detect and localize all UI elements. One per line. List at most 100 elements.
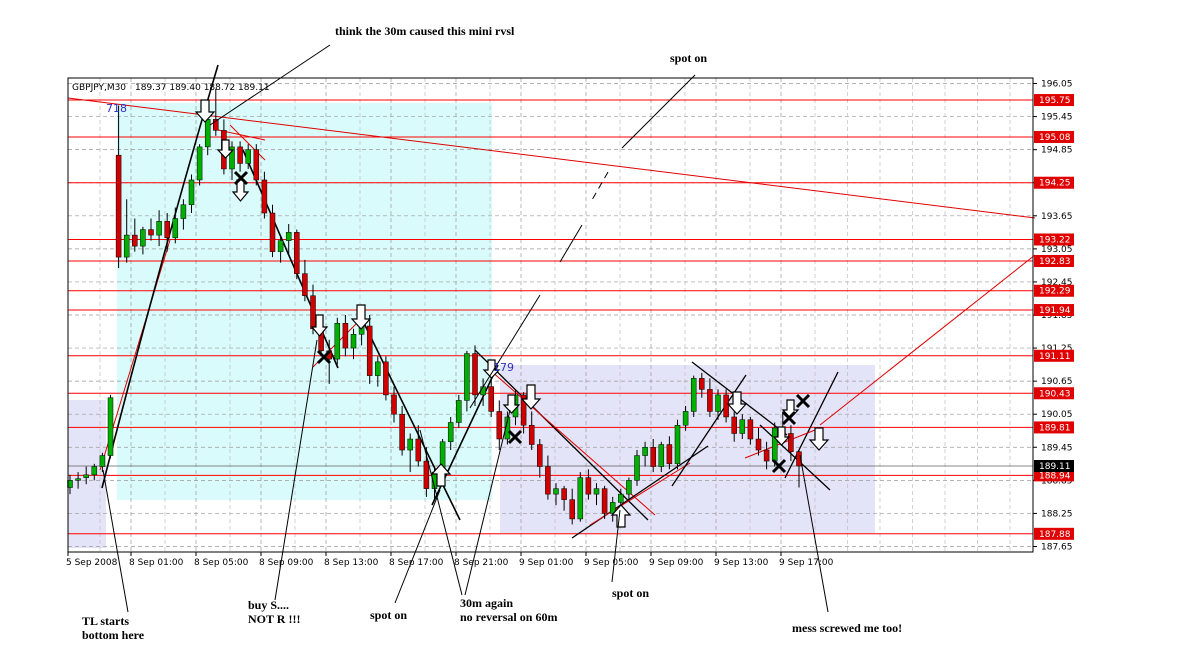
- x-tick-label: 9 Sep 13:00: [714, 558, 769, 568]
- candle-body: [213, 119, 219, 131]
- candle-body: [707, 389, 713, 412]
- price-line-label: 195.08: [1039, 133, 1071, 143]
- price-line-tag: [1034, 130, 1074, 143]
- candle-body: [204, 119, 211, 148]
- candle-body: [456, 400, 462, 423]
- candle-body: [115, 154, 122, 258]
- candle-body: [561, 488, 567, 500]
- candle-body: [788, 433, 794, 452]
- current-price-tag: [1034, 460, 1074, 473]
- candle-body: [472, 353, 478, 396]
- price-line-label: 191.94: [1039, 306, 1071, 316]
- candle-body: [245, 149, 251, 164]
- candle-body: [658, 444, 665, 467]
- x-tick-label: 8 Sep 05:00: [194, 558, 249, 568]
- price-line-tag: [1034, 304, 1074, 317]
- y-tick-label: 191.25: [1041, 344, 1073, 354]
- candle-body: [731, 416, 737, 434]
- candle-body: [569, 499, 575, 520]
- pointer-line: [394, 489, 441, 604]
- annotation-text: think the 30m caused this mini rvsl: [335, 24, 515, 38]
- x-tick-label: 9 Sep 17:00: [779, 558, 834, 568]
- candle-body: [415, 438, 422, 462]
- up-arrow-marker: [610, 504, 632, 528]
- cross-markers: [233, 170, 811, 474]
- price-line-label: 195.75: [1039, 96, 1071, 106]
- main-trendline: [67, 97, 1036, 219]
- price-line-label: 194.25: [1039, 179, 1071, 189]
- down-arrow-marker: [216, 139, 235, 159]
- down-arrow-marker: [502, 394, 521, 414]
- price-line-label: 191.11: [1039, 352, 1071, 362]
- candle-body: [642, 447, 648, 456]
- text-layer: 196.05 195.45 194.85 194.25 193.65 193.05 192.…: [66, 24, 1074, 642]
- x-tick-label: 9 Sep 05:00: [584, 558, 639, 568]
- pointer-line: [274, 339, 318, 601]
- price-line-label: 192.29: [1039, 287, 1071, 297]
- price-line-tag: [1034, 349, 1074, 362]
- candle-body: [407, 438, 413, 451]
- price-line-tag: [1034, 233, 1074, 246]
- candle-body: [650, 447, 656, 467]
- cross-marker: [795, 393, 811, 409]
- pointer-line: [469, 294, 541, 409]
- candle-body: [350, 334, 357, 349]
- candle-body: [164, 221, 170, 239]
- y-tick-label: 190.05: [1041, 410, 1073, 420]
- candle-body: [123, 234, 130, 258]
- y-tick-label: 193.65: [1041, 212, 1073, 222]
- down-arrow-marker: [482, 359, 501, 379]
- annotation-text: 30m again no reversal on 60m: [460, 596, 557, 624]
- down-arrow-marker: [350, 304, 372, 330]
- down-arrow-marker: [520, 384, 542, 410]
- candle-body: [553, 488, 559, 495]
- y-tick-label: 188.25: [1041, 509, 1073, 519]
- pointer-line: [611, 509, 621, 583]
- current-price-label: 189.11: [1039, 462, 1071, 472]
- candle-body: [480, 386, 486, 396]
- annotation-text: spot on: [670, 51, 707, 65]
- red-short-3: [229, 124, 266, 161]
- arrow-markers: [194, 99, 830, 528]
- candle-body: [132, 234, 138, 247]
- y-tick-label: 194.85: [1041, 146, 1073, 156]
- downtrend-line-3: [474, 349, 649, 521]
- candle-body: [423, 460, 430, 489]
- y-tick-label: 195.45: [1041, 113, 1073, 123]
- candle-body: [715, 394, 721, 412]
- candle-body: [618, 493, 624, 503]
- candle-body: [99, 455, 106, 467]
- candle-body: [391, 394, 397, 415]
- down-arrow-marker: [808, 427, 830, 451]
- candle-body: [188, 179, 195, 206]
- y-tick-label: 193.05: [1041, 245, 1073, 255]
- candle-body: [528, 424, 535, 445]
- annotation-text: mess screwed me too!: [792, 621, 902, 635]
- candle-body: [723, 394, 729, 418]
- candle-body: [229, 146, 235, 170]
- annotation-text: spot on: [612, 586, 649, 600]
- dn-line-5: [759, 424, 831, 491]
- x-tick-label: 9 Sep 01:00: [519, 558, 574, 568]
- y-tick-label: 192.45: [1041, 278, 1073, 288]
- price-line-label: 190.43: [1039, 389, 1071, 399]
- candle-body: [464, 353, 470, 401]
- right-rising-line: [819, 254, 1036, 426]
- cross-marker: [316, 349, 332, 365]
- candle-body: [796, 451, 802, 467]
- cross-marker: [781, 410, 797, 426]
- candle-body: [75, 478, 81, 481]
- candle-body: [593, 488, 600, 495]
- candle-body: [302, 273, 308, 296]
- candle-body: [172, 218, 179, 239]
- price-line-tag: [1034, 94, 1074, 107]
- candle-body: [496, 411, 503, 440]
- down-arrow-marker: [194, 99, 216, 123]
- candle-body: [674, 424, 681, 465]
- pointer-line: [621, 74, 696, 149]
- price-line-tag: [1034, 469, 1074, 482]
- pointer-line: [209, 44, 331, 126]
- candle-body: [682, 411, 689, 426]
- chart-symbol: GBPJPY,M30: [72, 83, 126, 93]
- candle-body: [771, 427, 778, 462]
